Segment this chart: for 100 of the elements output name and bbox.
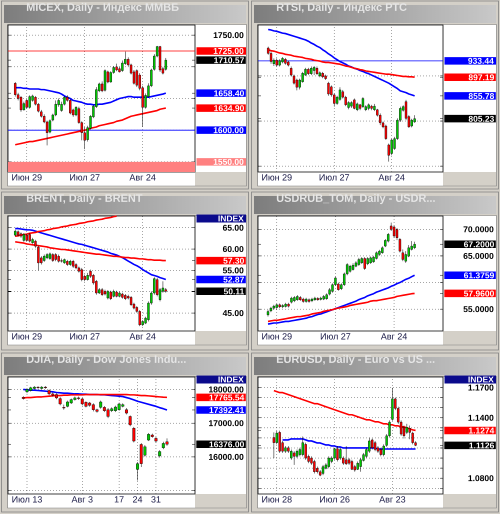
y-tick-label: 57.30 (223, 258, 244, 264)
text: INDEX (218, 376, 244, 382)
x-tick-label: 24 (132, 496, 142, 502)
candlestick (166, 438, 168, 446)
y-tick-label: 1.0800 (468, 475, 494, 482)
text: INDEX (218, 216, 244, 222)
x-tick-label: Июл 26 (320, 496, 350, 503)
x-tick-label: 31 (151, 496, 160, 503)
candlestick (106, 290, 110, 300)
candlestick (104, 289, 106, 296)
band-label: 1550.00 (214, 158, 244, 165)
x-tick-label: Авг 23 (379, 496, 406, 503)
x-tick-label: Июл 27 (320, 174, 350, 181)
x-tick-label: 17 (114, 496, 124, 502)
y-tick-label: 897.19 (468, 74, 494, 80)
candlestick (110, 290, 112, 300)
x-tick-label: Авг 24 (129, 333, 156, 340)
y-tick-label: 1.1126 (469, 442, 494, 448)
candlestick (128, 415, 132, 426)
ref-line-label: 1725.00 (214, 48, 244, 54)
y-tick-label: 16376.00 (210, 441, 244, 448)
y-tick-label: 1.1400 (468, 414, 494, 421)
candlestick (364, 256, 366, 270)
candlestick (312, 66, 316, 76)
y-tick-label: 67.2000 (464, 241, 494, 248)
candlestick (164, 58, 168, 71)
candlestick (136, 69, 138, 88)
candlestick (338, 86, 342, 101)
y-tick-label: 50.11 (224, 288, 244, 294)
candlestick (130, 296, 132, 306)
y-tick-label: 1634.90 (214, 105, 244, 112)
y-tick-label: 1.1700 (468, 384, 494, 391)
x-tick-label: Июл 27 (320, 333, 350, 340)
candlestick (104, 69, 106, 92)
line-series (14, 228, 167, 280)
y-tick-label: 55.0000 (463, 306, 494, 312)
y-tick-label: 1750.00 (214, 32, 244, 38)
y-tick-label: 16000.00 (209, 454, 244, 460)
candlestick (378, 113, 382, 126)
y-tick-label: 1710.57 (214, 57, 244, 64)
y-tick-label: 57.9600 (464, 290, 494, 297)
candlestick (313, 460, 316, 474)
y-tick-label: 805.23 (468, 116, 494, 122)
y-tick-label: 17392.41 (210, 407, 244, 414)
candlestick (302, 436, 304, 457)
candlestick (387, 232, 390, 243)
candlestick (80, 268, 84, 282)
candlestick (384, 124, 388, 140)
y-tick-label: 17000.00 (209, 420, 244, 426)
x-tick-label: Июн 29 (262, 333, 292, 340)
y-tick-label: 52.87 (223, 276, 244, 283)
y-tick-label: 1.1274 (468, 428, 494, 434)
candlestick (14, 82, 16, 97)
text: INDEX (468, 376, 494, 382)
candlestick (292, 450, 296, 466)
x-tick-label: Авг 3 (72, 496, 93, 503)
candlestick (350, 460, 354, 470)
candlestick (371, 438, 374, 450)
chart-title: MICEX, Daily - Индекс ММВБ (26, 2, 179, 14)
candlestick (20, 96, 22, 112)
y-tick-label: 61.3759 (464, 272, 494, 278)
line-series (14, 215, 118, 238)
candlestick (353, 98, 356, 110)
x-tick-label: Июн 29 (262, 174, 292, 181)
x-tick-label: Авг 24 (129, 174, 156, 180)
candlestick (344, 446, 348, 466)
x-tick-label: Авг 24 (380, 333, 408, 340)
x-tick-label: Июл 27 (70, 174, 100, 181)
y-tick-label: 17765.54 (210, 394, 244, 401)
candlestick (374, 440, 376, 452)
candlestick (272, 432, 276, 458)
y-tick-label: 1658.40 (214, 90, 244, 96)
candlestick (322, 464, 324, 476)
chart-title: RTSI, Daily - Индекс РТС (276, 2, 407, 14)
candlestick (327, 82, 330, 96)
x-tick-label: Июн 29 (12, 333, 42, 340)
chart-title: EURUSD, Daily - Euro vs US ... (276, 354, 434, 366)
y-tick-label: 65.0000 (464, 252, 494, 259)
candlestick (296, 78, 298, 91)
ref-line-label: 1600.00 (214, 127, 244, 134)
ref-line-label: 933.44 (468, 58, 494, 64)
x-tick-label: Июн 28 (262, 496, 292, 503)
candlestick (106, 408, 110, 418)
chart-title: BRENT, Daily - BRENT (26, 194, 142, 204)
candlestick (336, 446, 339, 462)
y-tick-label: 70.0000 (464, 226, 494, 232)
chart-title: USDRUB_TOM, Daily - USDR... (276, 194, 435, 204)
candlestick (328, 456, 330, 469)
x-tick-label: Июл 27 (70, 333, 100, 340)
x-tick-label: Июл 13 (12, 496, 42, 503)
y-tick-label: 60.00 (222, 246, 244, 252)
y-tick-label: 855.78 (468, 93, 494, 100)
candlestick (333, 448, 336, 460)
y-tick-label: 65.00 (222, 224, 244, 231)
y-tick-label: 45.00 (222, 310, 244, 316)
line-series (267, 274, 416, 325)
chart-title: DJIA, Daily - Dow Jones Indu... (26, 354, 186, 366)
candlestick (370, 104, 373, 110)
y-tick-label: 55.00 (222, 267, 244, 274)
x-tick-label: Авг 24 (378, 174, 405, 180)
